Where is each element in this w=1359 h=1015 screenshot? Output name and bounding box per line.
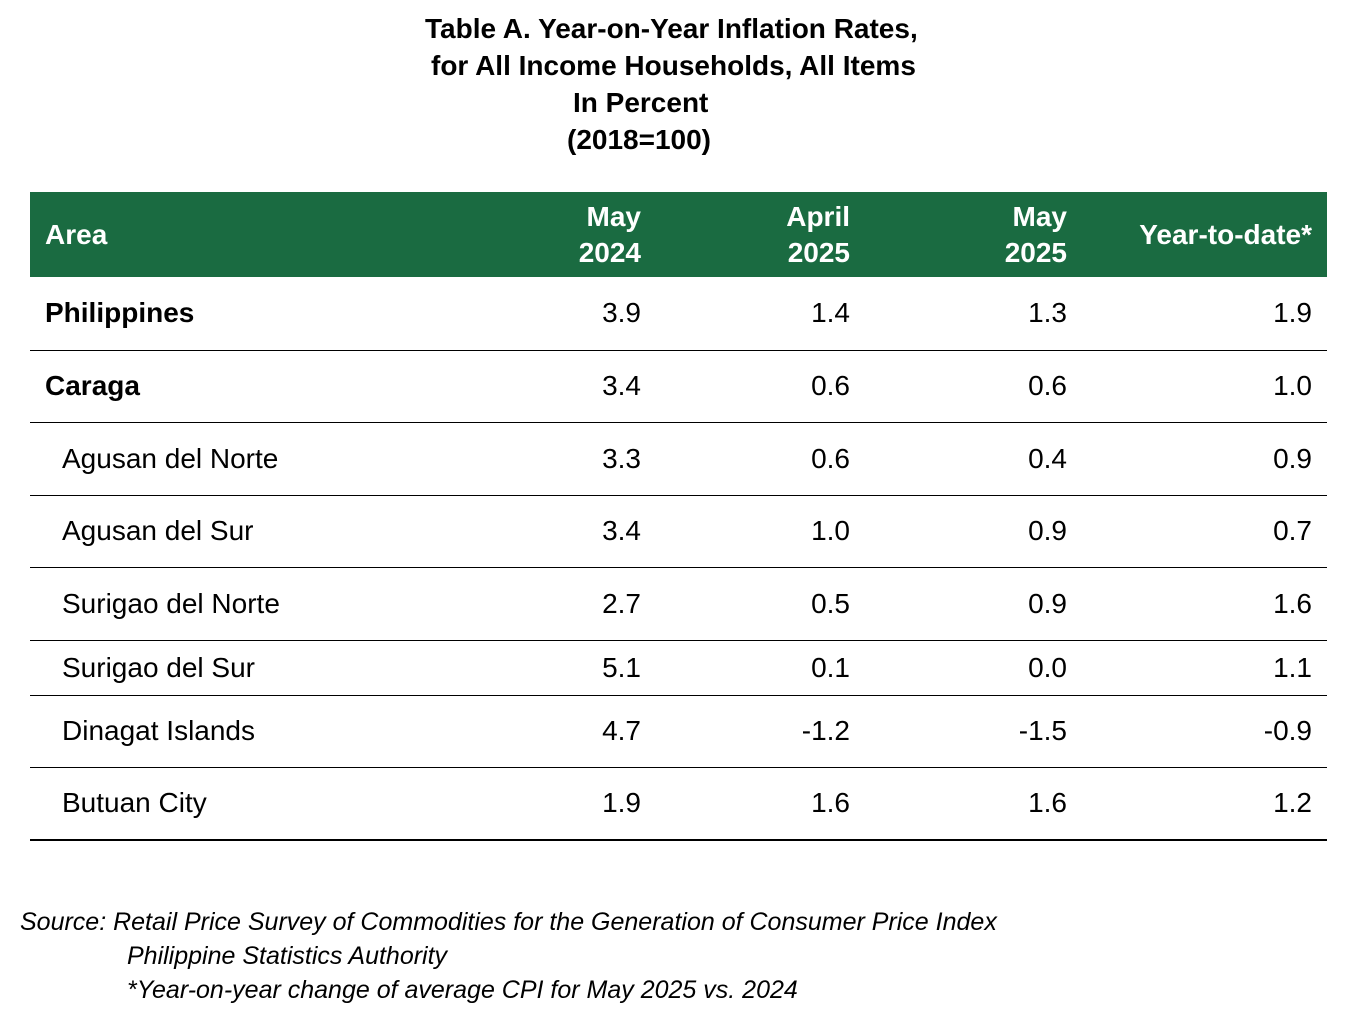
table-row: Surigao del Sur 5.1 0.1 0.0 1.1 bbox=[30, 640, 1327, 696]
value-cell: 1.6 bbox=[656, 767, 865, 841]
title-line-2: for All Income Households, All Items bbox=[431, 50, 916, 81]
value-cell: 0.7 bbox=[1082, 495, 1327, 568]
value-cell: 1.0 bbox=[656, 495, 865, 568]
value-cell: 1.3 bbox=[865, 277, 1082, 351]
area-cell: Agusan del Sur bbox=[30, 495, 432, 568]
title-line-1: Table A. Year-on-Year Inflation Rates, bbox=[425, 13, 918, 44]
value-cell: 3.3 bbox=[432, 422, 656, 496]
title-line-3: In Percent bbox=[573, 87, 709, 118]
value-cell: 1.9 bbox=[1082, 277, 1327, 351]
area-cell: Butuan City bbox=[30, 767, 432, 841]
table-row: Agusan del Norte 3.3 0.6 0.4 0.9 bbox=[30, 422, 1327, 496]
area-cell: Surigao del Sur bbox=[30, 640, 432, 696]
value-cell: 1.2 bbox=[1082, 767, 1327, 841]
value-cell: 0.1 bbox=[656, 640, 865, 696]
table-row: Agusan del Sur 3.4 1.0 0.9 0.7 bbox=[30, 495, 1327, 568]
column-header-may-2025: May 2025 bbox=[1004, 200, 1067, 268]
area-cell: Dinagat Islands bbox=[30, 695, 432, 768]
value-cell: -1.5 bbox=[865, 695, 1082, 768]
area-cell: Caraga bbox=[30, 350, 432, 423]
area-cell: Surigao del Norte bbox=[30, 567, 432, 641]
value-cell: 0.5 bbox=[656, 567, 865, 641]
table-row: Philippines 3.9 1.4 1.3 1.9 bbox=[30, 277, 1327, 351]
value-cell: 1.4 bbox=[656, 277, 865, 351]
table-row: Dinagat Islands 4.7 -1.2 -1.5 -0.9 bbox=[30, 695, 1327, 768]
table-row: Surigao del Norte 2.7 0.5 0.9 1.6 bbox=[30, 567, 1327, 641]
value-cell: 0.9 bbox=[1082, 422, 1327, 496]
value-cell: 2.7 bbox=[432, 567, 656, 641]
value-cell: 1.1 bbox=[1082, 640, 1327, 696]
column-header-april-2025: April 2025 bbox=[786, 200, 850, 268]
value-cell: 0.9 bbox=[865, 495, 1082, 568]
value-cell: 3.4 bbox=[432, 350, 656, 423]
footnote-line: *Year-on-year change of average CPI for … bbox=[127, 976, 798, 1004]
table-header-row: Area May 2024 April 2025 May 2025 Year-to-d… bbox=[30, 192, 1327, 277]
value-cell: -0.9 bbox=[1082, 695, 1327, 768]
value-cell: 0.4 bbox=[865, 422, 1082, 496]
value-cell: 1.9 bbox=[432, 767, 656, 841]
table-row: Butuan City 1.9 1.6 1.6 1.2 bbox=[30, 767, 1327, 841]
value-cell: 1.6 bbox=[865, 767, 1082, 841]
value-cell: 0.6 bbox=[656, 422, 865, 496]
value-cell: 5.1 bbox=[432, 640, 656, 696]
agency-line: Philippine Statistics Authority bbox=[127, 942, 448, 970]
inflation-table: Area May 2024 April 2025 May 2025 Year-to-d… bbox=[30, 192, 1327, 841]
area-cell: Philippines bbox=[30, 277, 432, 351]
column-header-may-2024: May 2024 bbox=[578, 200, 641, 268]
source-notes: Source: Retail Price Survey of Commoditi… bbox=[20, 905, 997, 1007]
value-cell: 1.0 bbox=[1082, 350, 1327, 423]
value-cell: 0.6 bbox=[656, 350, 865, 423]
area-cell: Agusan del Norte bbox=[30, 422, 432, 496]
value-cell: 0.0 bbox=[865, 640, 1082, 696]
value-cell: 3.4 bbox=[432, 495, 656, 568]
value-cell: 1.6 bbox=[1082, 567, 1327, 641]
value-cell: 0.6 bbox=[865, 350, 1082, 423]
column-header-area: Area bbox=[45, 218, 108, 250]
table-row: Caraga 3.4 0.6 0.6 1.0 bbox=[30, 350, 1327, 423]
column-header-year-to-date: Year-to-date* bbox=[1139, 218, 1312, 250]
title-line-4: (2018=100) bbox=[567, 124, 712, 155]
value-cell: 4.7 bbox=[432, 695, 656, 768]
source-line: Source: Retail Price Survey of Commoditi… bbox=[20, 908, 997, 936]
value-cell: -1.2 bbox=[656, 695, 865, 768]
value-cell: 3.9 bbox=[432, 277, 656, 351]
value-cell: 0.9 bbox=[865, 567, 1082, 641]
